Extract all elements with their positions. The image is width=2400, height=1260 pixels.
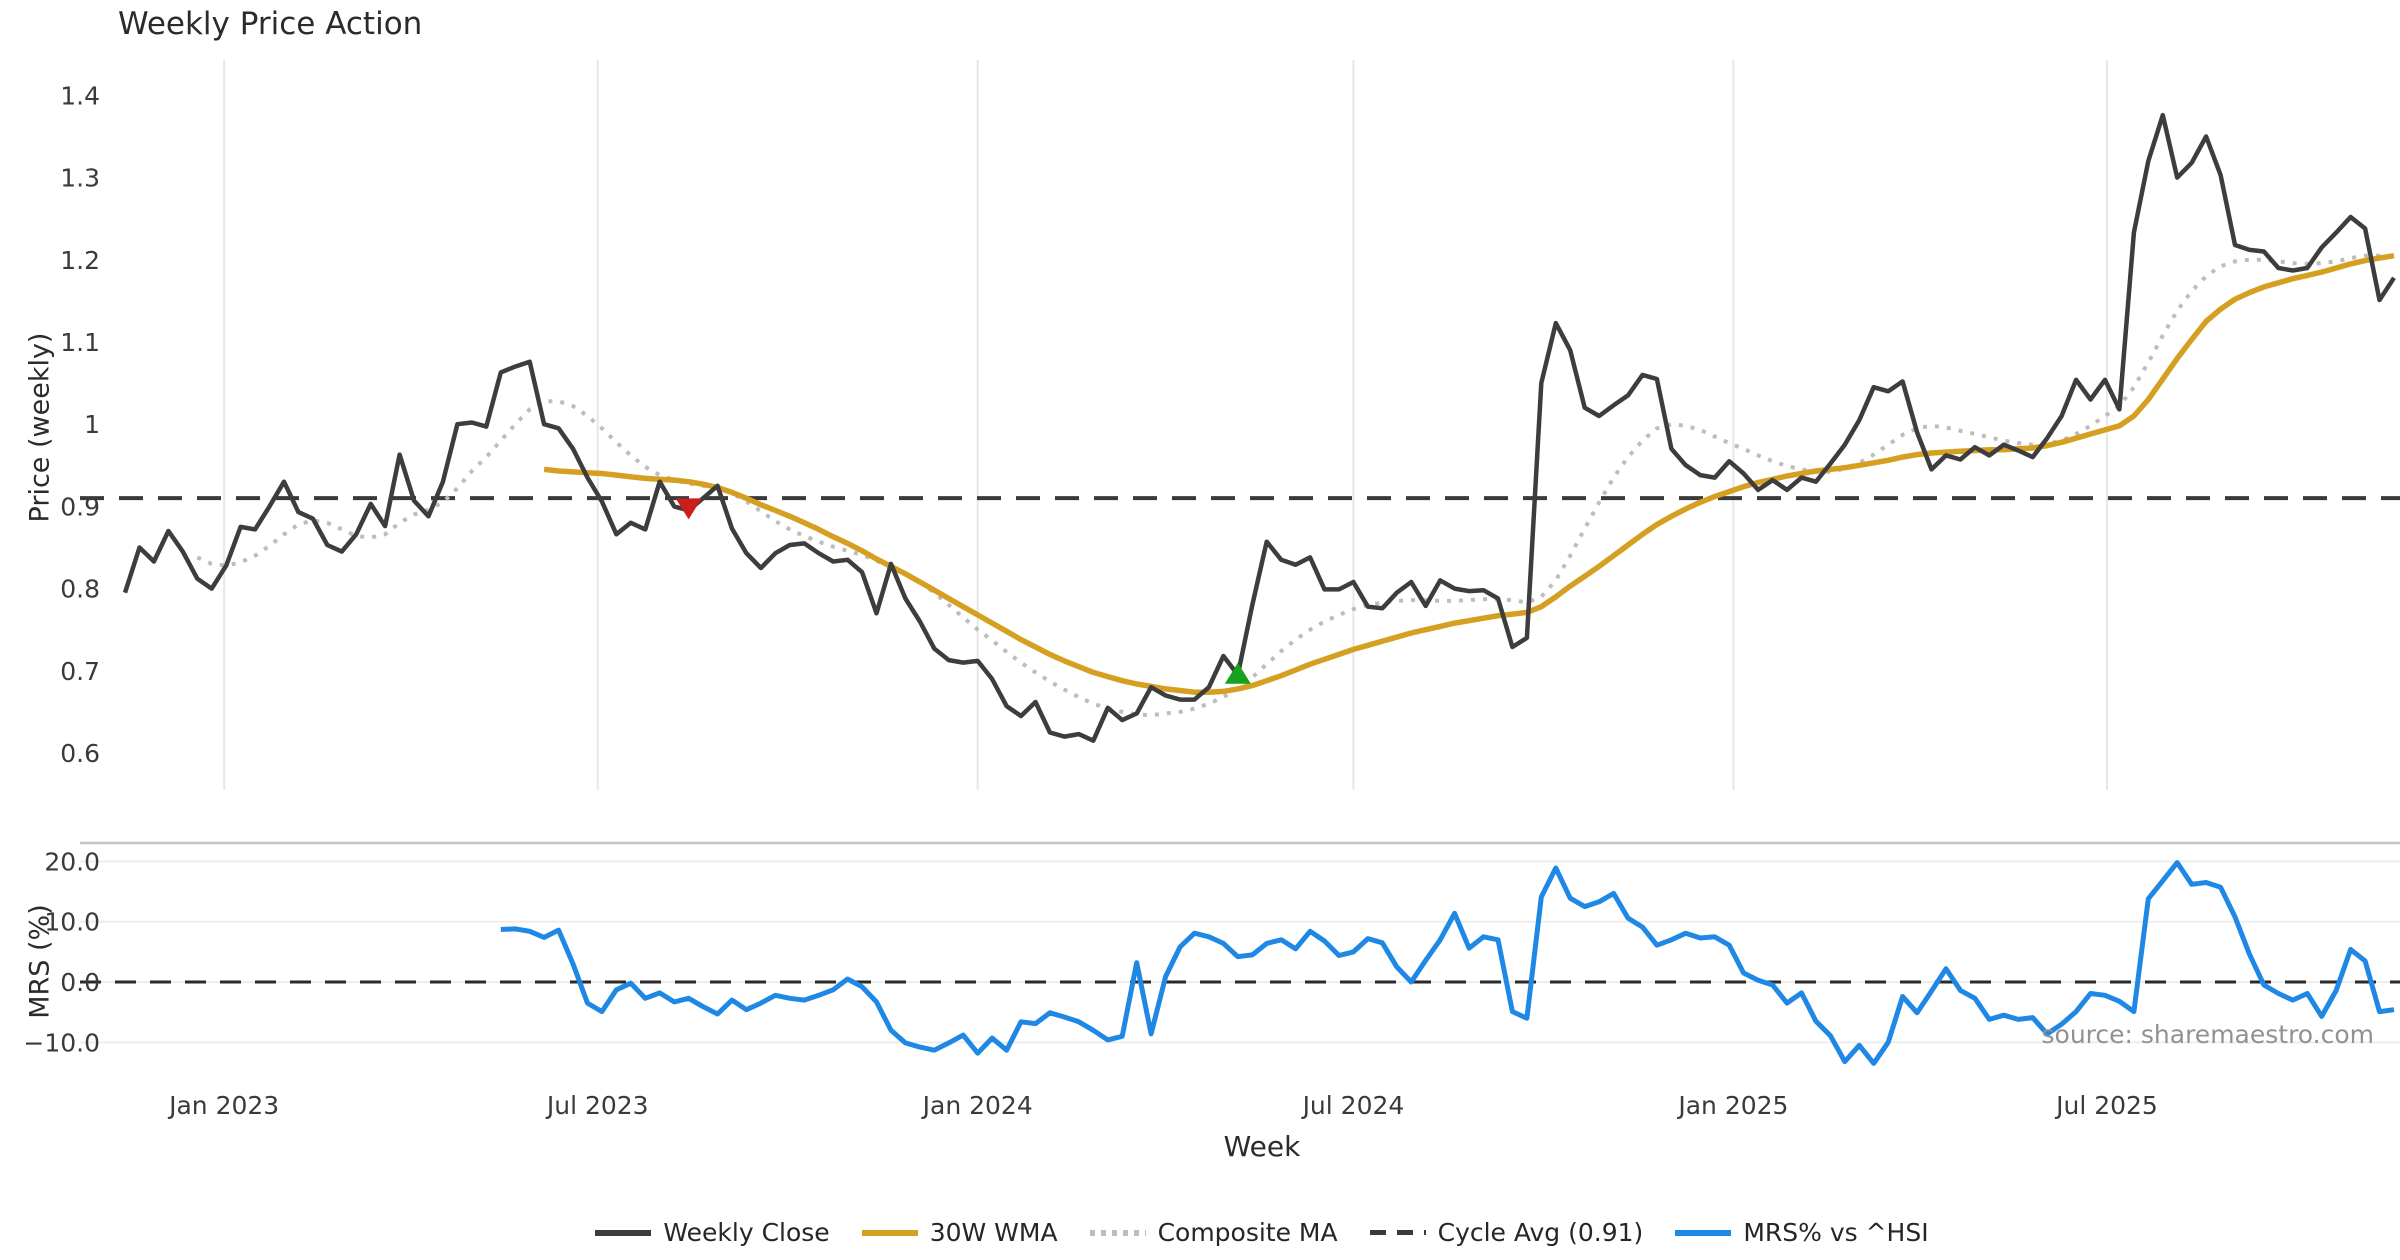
legend-label: Cycle Avg (0.91) — [1437, 1218, 1644, 1247]
mrs-y-tick: 20.0 — [44, 847, 100, 876]
x-axis-label: Week — [1223, 1130, 1301, 1163]
x-tick: Jul 2024 — [1301, 1091, 1405, 1120]
legend-item-mrs-vs-hsi: MRS% vs ^HSI — [1675, 1218, 1929, 1247]
price-y-tick: 0.9 — [60, 492, 100, 521]
legend-swatch — [595, 1229, 652, 1236]
mrs-y-tick: 10.0 — [44, 908, 100, 937]
mrs-y-tick: 0.0 — [60, 968, 100, 997]
x-tick: Jul 2023 — [545, 1091, 649, 1120]
mrs-line — [500, 860, 2395, 1066]
x-tick: Jan 2023 — [167, 1091, 279, 1120]
price-y-tick: 1 — [84, 410, 100, 439]
sell-signal-marker — [675, 498, 702, 520]
legend-swatch — [861, 1229, 918, 1236]
source-note: source: sharemaestro.com — [2041, 1020, 2375, 1049]
x-tick: Jan 2024 — [921, 1091, 1033, 1120]
x-tick: Jan 2025 — [1676, 1091, 1788, 1120]
price-y-tick: 1.1 — [60, 328, 100, 357]
price-y-tick: 1.4 — [60, 81, 100, 110]
legend-label: MRS% vs ^HSI — [1743, 1218, 1929, 1247]
price-axis-label: Price (weekly) — [24, 332, 56, 523]
chart-legend: Weekly Close 30W WMA Composite MA Cycle Avg… — [0, 1218, 2400, 1247]
legend-swatch — [1089, 1229, 1146, 1236]
mrs-y-tick: −10.0 — [23, 1028, 100, 1057]
wma-line — [543, 252, 2395, 695]
price-y-tick: 1.2 — [60, 246, 100, 275]
price-y-tick: 0.8 — [60, 575, 100, 604]
chart-title: Weekly Price Action — [118, 6, 423, 42]
legend-item-weekly-close: Weekly Close — [595, 1218, 830, 1247]
legend-label: Composite MA — [1157, 1218, 1338, 1247]
price-y-tick: 0.7 — [60, 657, 100, 686]
legend-label: Weekly Close — [663, 1218, 830, 1247]
legend-item-cycle-avg-0-91-: Cycle Avg (0.91) — [1369, 1218, 1644, 1247]
legend-swatch — [1369, 1230, 1426, 1235]
price-y-tick: 0.6 — [60, 739, 100, 768]
price-y-tick: 1.3 — [60, 164, 100, 193]
legend-item-30w-wma: 30W WMA — [861, 1218, 1058, 1247]
legend-swatch — [1675, 1229, 1732, 1236]
mrs-axis-label: MRS (%) — [24, 904, 56, 1019]
x-tick: Jul 2025 — [2054, 1091, 2158, 1120]
buy-signal-marker — [1224, 662, 1251, 684]
legend-item-composite-ma: Composite MA — [1089, 1218, 1338, 1247]
weekly-close-line — [122, 112, 2396, 743]
legend-label: 30W WMA — [929, 1218, 1058, 1247]
composite-ma-line — [196, 253, 2395, 718]
